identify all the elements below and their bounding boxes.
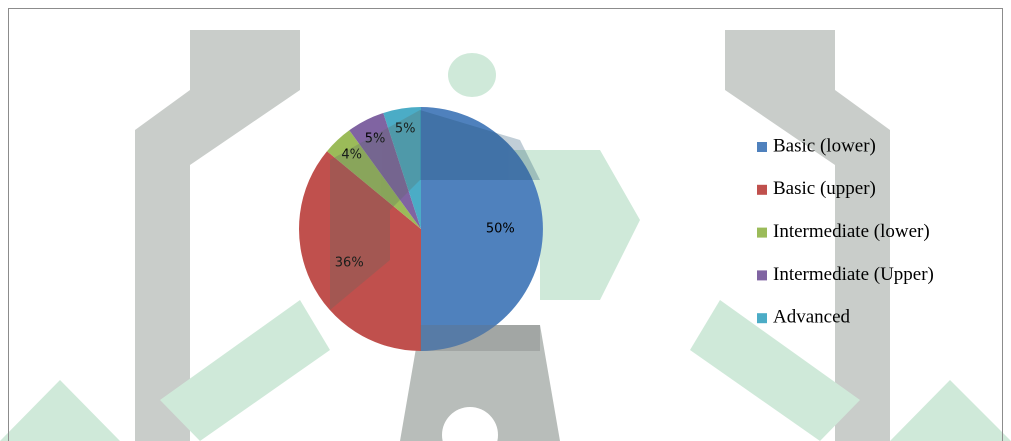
legend-swatch [757,142,767,152]
data-label: 4% [341,148,362,163]
chart-border [8,8,1003,441]
watermark-shape [448,53,496,97]
watermark-shape [330,110,420,310]
watermark-shape [160,300,330,441]
pie-slice [421,107,543,351]
legend-label: Basic (upper) [773,178,876,199]
legend-swatch [757,227,767,238]
watermark-shape [420,325,540,351]
legend: Basic (lower) Basic (upper) Intermediate (… [757,135,934,328]
data-label: 36% [335,255,364,270]
data-label: 5% [395,121,416,136]
legend-swatch [757,313,767,324]
pie-slice [383,107,421,229]
pie-slice [326,130,421,229]
data-label: 50% [486,222,515,237]
watermark-shape [442,407,498,441]
legend-label: Intermediate (lower) [773,221,930,242]
watermark-shape [135,30,300,441]
legend-label: Intermediate (Upper) [773,264,934,285]
watermark-shape [890,380,1011,441]
watermark-shape [0,380,120,441]
watermark-shape [690,300,860,441]
watermark-back [0,30,1011,441]
legend-swatch [757,270,767,281]
legend-label: Basic (lower) [773,135,876,156]
pie: 50%36%4%5%5% [299,107,543,351]
watermark-shape [400,325,560,441]
legend-swatch [757,184,767,195]
data-label: 5% [365,131,386,146]
legend-label: Advanced [773,307,851,328]
pie-slice [349,112,421,229]
watermark-front [330,110,540,351]
watermark-shape [420,110,540,180]
watermark-shape [725,30,890,441]
pie-slice [299,151,421,351]
